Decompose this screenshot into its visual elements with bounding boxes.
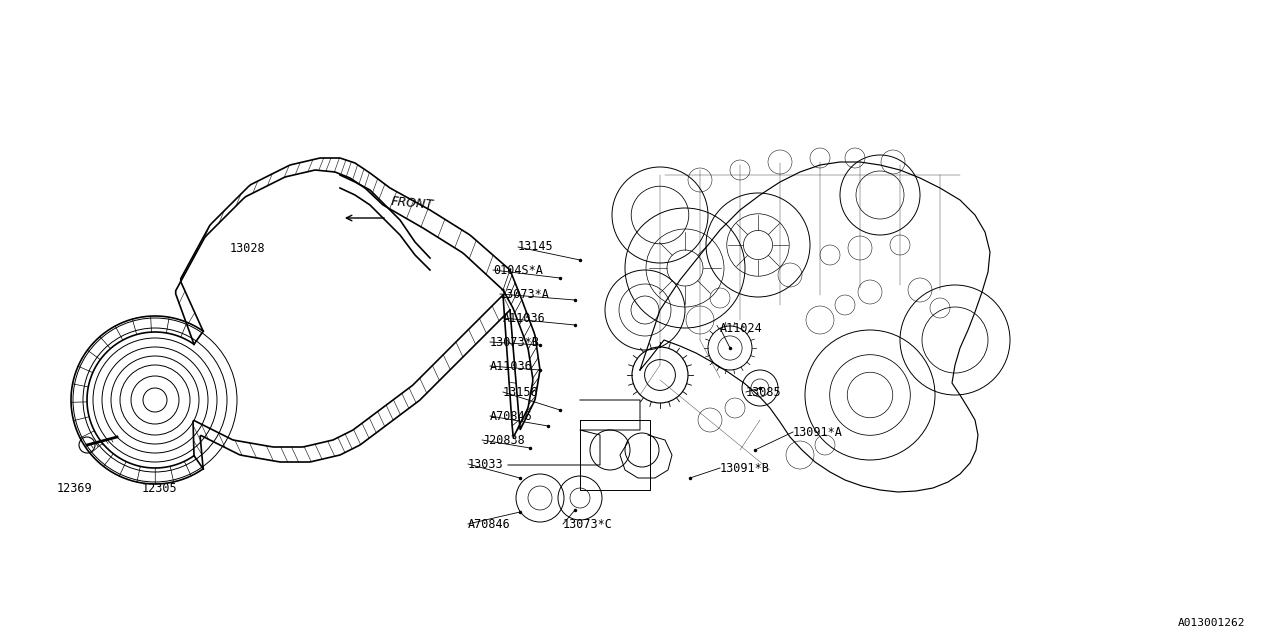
Text: 13156: 13156 xyxy=(503,385,539,399)
Text: A11036: A11036 xyxy=(503,312,545,324)
Text: 12305: 12305 xyxy=(142,481,178,495)
Text: 13085: 13085 xyxy=(746,385,782,399)
Text: 13073*C: 13073*C xyxy=(563,518,613,531)
Text: FRONT: FRONT xyxy=(390,195,434,212)
Text: 13073*B: 13073*B xyxy=(490,335,540,349)
Text: 13033: 13033 xyxy=(468,458,503,470)
Text: 13091*A: 13091*A xyxy=(794,426,842,438)
Text: A70846: A70846 xyxy=(468,518,511,531)
Text: 12369: 12369 xyxy=(58,481,92,495)
Text: A013001262: A013001262 xyxy=(1178,618,1245,628)
Text: 13028: 13028 xyxy=(230,241,266,255)
Text: 0104S*A: 0104S*A xyxy=(493,264,543,276)
Text: 13091*B: 13091*B xyxy=(719,461,769,474)
Text: A11024: A11024 xyxy=(719,321,763,335)
Text: A11036: A11036 xyxy=(490,360,532,372)
Text: 13073*A: 13073*A xyxy=(500,287,550,301)
Text: J20838: J20838 xyxy=(483,433,525,447)
Text: 13145: 13145 xyxy=(518,241,554,253)
Text: A70846: A70846 xyxy=(490,410,532,422)
